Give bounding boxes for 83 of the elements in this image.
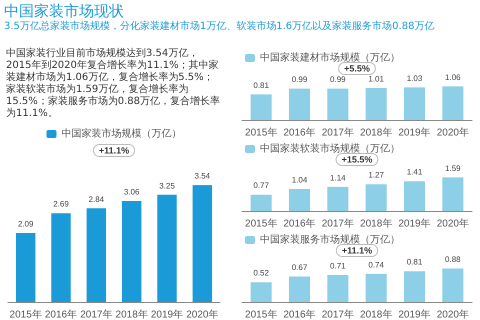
text: +11.1%	[342, 246, 372, 256]
data-label: 2.09	[18, 220, 34, 229]
x-tick-label: 2017年	[322, 308, 354, 320]
bar	[250, 282, 272, 302]
bar	[442, 86, 464, 120]
x-tick-label: 2020年	[436, 218, 469, 230]
bar	[327, 88, 348, 120]
data-label: 0.52	[253, 268, 270, 278]
bar	[442, 177, 464, 211]
x-tick-label: 2018年	[360, 126, 392, 138]
bar	[404, 87, 426, 120]
legend-label: 中国家装服务市场规模（万亿）	[260, 234, 400, 246]
bar	[288, 88, 310, 120]
x-tick-label: 2015年	[10, 308, 42, 320]
x-tick-label: 2018年	[116, 308, 148, 320]
data-label: 1.27	[368, 170, 384, 180]
data-label: 0.88	[445, 255, 462, 264]
x-tick-label: 2016年	[283, 126, 316, 138]
data-label: 1.03	[406, 74, 423, 83]
bar	[366, 184, 387, 211]
chart-title: 中国家装市场现状	[4, 2, 124, 20]
data-label: 1.59	[445, 164, 462, 173]
data-label: 3.06	[124, 188, 140, 197]
chart-subtitle: 3.5万亿总家装市场规模，分化家装建材市场1万亿、软装市场1.6万亿以及家装服务市场0.88万亿	[4, 21, 436, 33]
bar	[327, 186, 348, 211]
bar	[442, 268, 464, 302]
data-label: 1.04	[292, 176, 308, 185]
bar	[327, 275, 348, 302]
x-tick-label: 2015年	[245, 308, 278, 320]
data-label: 1.06	[445, 72, 462, 82]
x-tick-label: 2019年	[398, 308, 431, 320]
x-tick-label: 2017年	[322, 218, 354, 230]
bar	[366, 88, 387, 120]
data-label: 3.54	[194, 172, 211, 181]
data-label: 2.84	[88, 194, 105, 204]
data-label: 1.41	[406, 168, 423, 177]
data-label: 1.14	[330, 173, 346, 182]
x-tick-label: 2017年	[80, 308, 112, 320]
text: +5.5%	[344, 64, 370, 74]
text: +11.1%	[98, 146, 130, 156]
data-label: 0.81	[406, 258, 423, 267]
x-tick-label: 2017年	[322, 126, 354, 138]
x-tick-label: 2015年	[245, 218, 278, 230]
bar	[404, 181, 426, 211]
data-label: 0.71	[330, 262, 346, 271]
bar	[288, 189, 310, 211]
bar	[16, 233, 36, 302]
bar	[122, 201, 142, 302]
x-tick-label: 2016年	[283, 308, 316, 320]
x-tick-label: 2020年	[436, 308, 469, 320]
x-tick-label: 2018年	[360, 308, 392, 320]
data-label: 0.77	[253, 181, 270, 190]
x-tick-label: 2016年	[44, 308, 78, 320]
x-tick-label: 2019年	[150, 308, 184, 320]
data-label: 3.25	[159, 181, 176, 190]
bar	[288, 276, 310, 302]
text: 中国家装行业目前市场规模达到3.54万亿，2015年到2020年复合增长率为11.1%；其中家装建材市场为1.06万亿，复合增长率为5.5%；家装软装市场为1.59万亿，复合增长率为15.5%；家装服务市场为0.88万亿，复合增长率为11.1%。	[6, 48, 222, 120]
data-label: 1.01	[368, 74, 384, 84]
legend-label: 中国家装市场规模（万亿）	[62, 128, 182, 140]
x-tick-label: 2019年	[398, 126, 431, 138]
text: +15.5%	[342, 154, 372, 164]
bar	[86, 208, 106, 302]
legend-label: 中国家装软装市场规模（万亿）	[260, 142, 400, 154]
bar	[250, 94, 272, 120]
x-tick-label: 2020年	[186, 308, 218, 320]
bar	[192, 185, 212, 302]
bar	[250, 194, 272, 211]
bar	[157, 194, 177, 302]
data-label: 0.74	[368, 260, 384, 270]
x-tick-label: 2015年	[245, 126, 278, 138]
data-label: 2.69	[53, 200, 70, 209]
bar	[404, 271, 426, 302]
data-label: 0.99	[330, 75, 346, 84]
x-tick-label: 2020年	[436, 126, 469, 138]
data-label: 0.67	[292, 263, 308, 272]
data-label: 0.81	[253, 80, 270, 90]
bar	[366, 274, 387, 302]
data-label: 0.99	[292, 75, 308, 84]
bar	[51, 213, 71, 302]
legend-label: 中国家装建材市场规模（万亿）	[260, 52, 400, 64]
x-tick-label: 2018年	[360, 218, 392, 230]
x-tick-label: 2019年	[398, 218, 431, 230]
x-tick-label: 2016年	[283, 218, 316, 230]
